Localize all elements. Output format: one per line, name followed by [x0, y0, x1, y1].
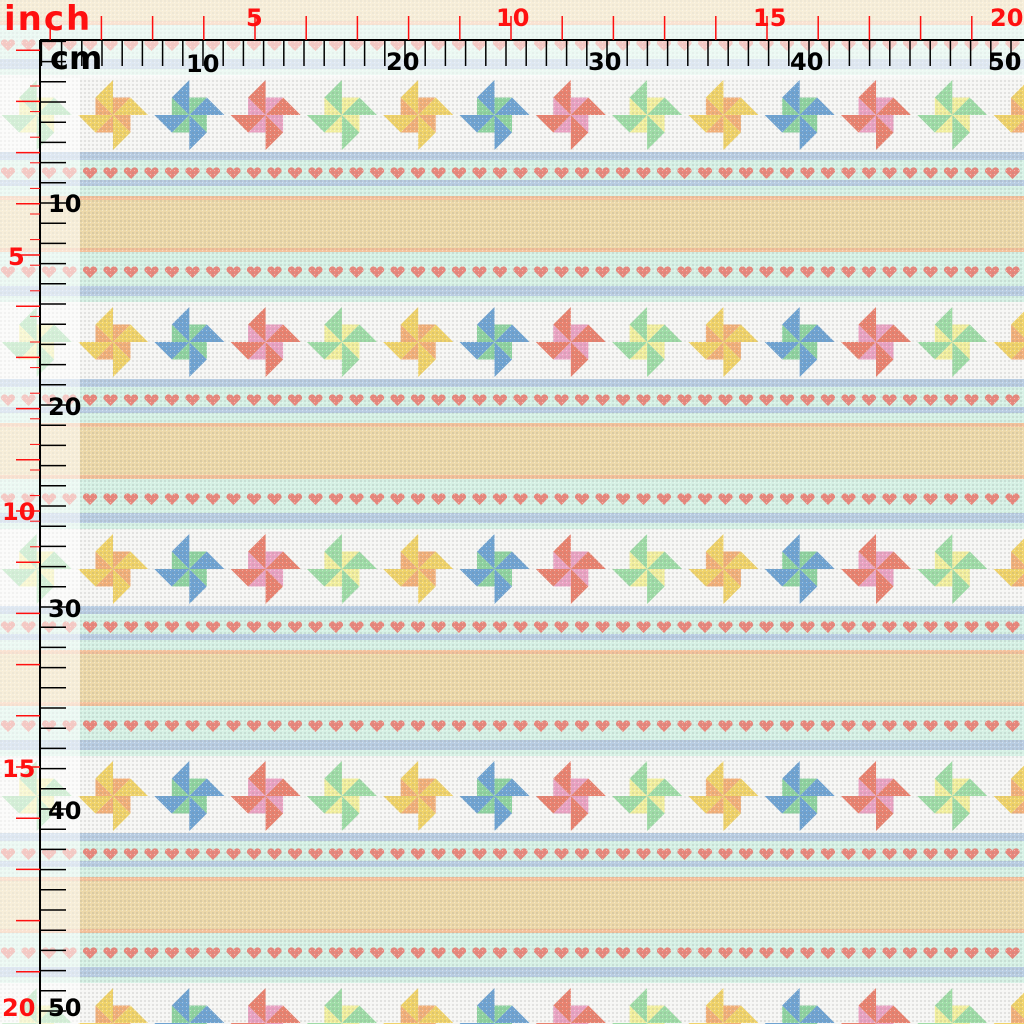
- cm-top-label: 50: [988, 48, 1022, 76]
- cm-unit-label: cm: [50, 39, 103, 77]
- cm-top-label: 10: [186, 50, 220, 78]
- cm-top-label: 20: [386, 48, 420, 76]
- cm-left-label: 50: [48, 994, 82, 1022]
- inch-top-label: 20: [990, 4, 1024, 32]
- cm-left-label: 30: [48, 595, 82, 623]
- cm-left-label: 10: [48, 190, 82, 218]
- inch-top-label: 15: [753, 4, 787, 32]
- inch-top-label: 5: [246, 4, 263, 32]
- cm-top-label: 30: [588, 48, 622, 76]
- inch-left-label: 15: [2, 755, 36, 783]
- inch-unit-label: inch: [4, 0, 93, 39]
- cm-left-label: 20: [48, 393, 82, 421]
- inch-top-label: 10: [496, 4, 530, 32]
- cm-top-label: 40: [790, 48, 824, 76]
- inch-left-label: 5: [8, 243, 25, 271]
- cm-left-label: 40: [48, 797, 82, 825]
- inch-left-label: 20: [2, 994, 36, 1022]
- inch-left-label: 10: [2, 498, 36, 526]
